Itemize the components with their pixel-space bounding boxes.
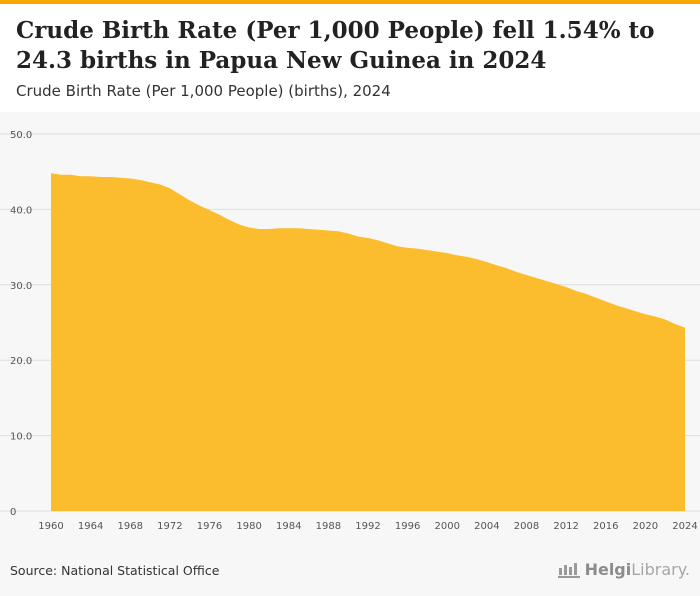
y-tick-label: 40.0 <box>10 205 32 216</box>
chart-subtitle: Crude Birth Rate (Per 1,000 People) (bir… <box>16 82 391 100</box>
brand-name: Helgi <box>584 560 632 579</box>
library-columns-icon <box>557 562 580 578</box>
area-series <box>51 173 685 511</box>
accent-bar <box>0 0 700 4</box>
x-tick-label: 1968 <box>118 521 143 532</box>
x-tick-label: 1988 <box>316 521 341 532</box>
chart-header: Crude Birth Rate (Per 1,000 People) fell… <box>0 4 700 112</box>
source-note: Source: National Statistical Office <box>10 563 220 578</box>
x-tick-label: 1996 <box>395 521 420 532</box>
x-tick-label: 1984 <box>276 521 301 532</box>
x-tick-label: 1972 <box>157 521 182 532</box>
x-tick-label: 2020 <box>633 521 658 532</box>
x-tick-label: 2024 <box>672 521 697 532</box>
chart-title: Crude Birth Rate (Per 1,000 People) fell… <box>16 17 655 74</box>
x-tick-label: 2000 <box>435 521 460 532</box>
y-axis: 0 10.0 20.0 30.0 40.0 50.0 <box>10 130 32 518</box>
area-chart: 010.020.030.040.050.0 1960 1964 1968 1972 19… <box>0 130 700 532</box>
brand-suffix: Library. <box>631 560 690 579</box>
x-tick-label: 2008 <box>514 521 539 532</box>
x-tick-label: 1964 <box>78 521 103 532</box>
x-tick-label: 2016 <box>593 521 618 532</box>
area-series-fill <box>51 173 685 511</box>
y-tick-label: 30.0 <box>10 281 32 292</box>
y-tick-label: 50.0 <box>10 130 32 141</box>
x-tick-label: 1980 <box>236 521 261 532</box>
brand-logo-link[interactable]: HelgiLibrary. <box>557 560 690 579</box>
y-tick-label: 0 <box>10 507 16 518</box>
x-tick-label: 1992 <box>355 521 380 532</box>
x-axis: 1960 1964 1968 1972 1976 1980 1984 1988 1992 1996… <box>38 521 697 532</box>
x-tick-label: 1960 <box>38 521 63 532</box>
x-tick-label: 2004 <box>474 521 499 532</box>
x-tick-label: 1976 <box>197 521 222 532</box>
x-tick-label: 2012 <box>553 521 578 532</box>
y-tick-label: 20.0 <box>10 356 32 367</box>
y-tick-label: 10.0 <box>10 432 32 443</box>
